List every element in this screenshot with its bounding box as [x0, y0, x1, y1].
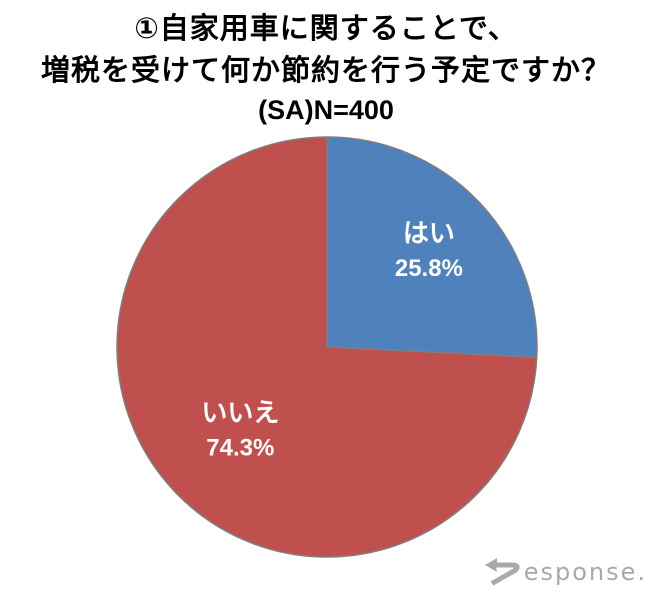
- pie-slice-name-0: はい: [403, 218, 455, 248]
- chart-title: ①自家用車に関することで、 増税を受けて何か節約を行う予定ですか？ (SA)N=…: [0, 8, 652, 128]
- pie-slice-value-0: 25.8%: [395, 255, 463, 282]
- pie-slice-1: [116, 136, 538, 558]
- response-logo-r-icon: [483, 558, 523, 586]
- chart-title-line-1: ①自家用車に関することで、: [134, 13, 518, 45]
- pie-slice-name-1: いいえ: [201, 398, 279, 428]
- pie-chart: はい 25.8% いいえ 74.3%: [109, 129, 545, 565]
- pie-slice-value-1: 74.3%: [206, 435, 274, 462]
- chart-title-line-2: 増税を受けて何か節約を行う予定ですか？: [40, 55, 611, 87]
- pie-chart-svg: はい 25.8% いいえ 74.3%: [116, 136, 538, 558]
- pie-slice-0: [326, 136, 538, 358]
- response-watermark-text: esponse.: [523, 558, 647, 586]
- chart-title-sample-size: (SA)N=400: [258, 95, 394, 125]
- response-watermark: esponse.: [483, 558, 647, 586]
